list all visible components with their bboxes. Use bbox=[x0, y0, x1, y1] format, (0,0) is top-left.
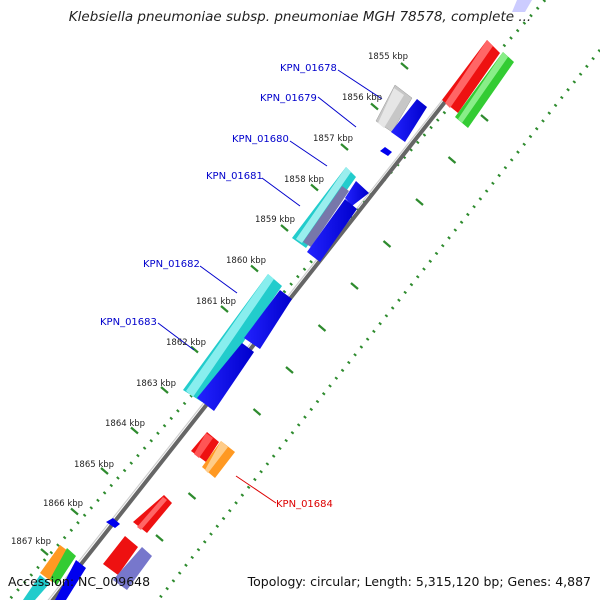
feature-red-1867 bbox=[103, 536, 138, 575]
tick-labels: 1855 kbp 1856 kbp 1857 kbp 1858 kbp 1859… bbox=[11, 52, 408, 547]
outer-major-tick bbox=[160, 386, 169, 394]
outer-major-tick bbox=[220, 305, 229, 313]
tick-label-1855: 1855 kbp bbox=[368, 52, 408, 62]
inner-major-tick bbox=[187, 492, 197, 500]
inner-major-tick bbox=[155, 534, 164, 542]
feature-blue-tiny bbox=[106, 518, 120, 528]
tick-label-1866: 1866 kbp bbox=[43, 499, 83, 509]
feature-blue-small bbox=[380, 147, 392, 156]
gene-label-kpn-01678[interactable]: KPN_01678 bbox=[280, 63, 337, 74]
inner-major-tick bbox=[350, 282, 359, 290]
feature-cyan-1858 bbox=[292, 167, 356, 248]
tick-label-1860: 1860 kbp bbox=[226, 256, 266, 266]
feature-faint-top bbox=[512, 0, 532, 12]
accession-text: Accession: NC_009648 bbox=[8, 574, 151, 589]
feature-orange-1865 bbox=[202, 441, 235, 478]
tick-label-1864: 1864 kbp bbox=[105, 419, 145, 429]
tick-label-1858: 1858 kbp bbox=[284, 175, 324, 185]
gene-label-kpn-01679[interactable]: KPN_01679 bbox=[260, 93, 317, 104]
gene-label-kpn-01683[interactable]: KPN_01683 bbox=[100, 317, 157, 328]
inner-major-tick bbox=[317, 324, 327, 332]
tick-label-1862: 1862 kbp bbox=[166, 338, 206, 348]
tick-label-1856: 1856 kbp bbox=[342, 93, 382, 103]
outer-major-tick bbox=[280, 224, 289, 232]
outer-major-tick bbox=[190, 345, 199, 354]
tick-label-1863: 1863 kbp bbox=[136, 379, 176, 389]
outer-major-tick bbox=[250, 264, 259, 273]
gene-label-kpn-01680[interactable]: KPN_01680 bbox=[232, 134, 289, 145]
outer-major-tick bbox=[370, 102, 379, 111]
tick-label-1857: 1857 kbp bbox=[313, 134, 353, 144]
tick-label-1865: 1865 kbp bbox=[74, 460, 114, 470]
tick-label-1861: 1861 kbp bbox=[196, 297, 236, 307]
tick-label-1859: 1859 kbp bbox=[255, 215, 295, 225]
inner-tick-ring bbox=[156, 49, 600, 600]
inner-major-tick bbox=[447, 156, 457, 164]
outer-major-tick bbox=[100, 467, 109, 475]
outer-major-tick bbox=[310, 183, 319, 192]
inner-major-tick bbox=[285, 366, 294, 374]
feature-red-1866 bbox=[133, 495, 172, 533]
inner-major-tick bbox=[415, 198, 424, 206]
topology-summary-text: Topology: circular; Length: 5,315,120 bp… bbox=[247, 574, 591, 589]
feature-red-inner-top bbox=[442, 40, 500, 113]
outer-major-tick bbox=[400, 62, 409, 70]
inner-major-tick bbox=[252, 408, 262, 416]
tick-label-1867: 1867 kbp bbox=[11, 537, 51, 547]
feature-blue-1861 bbox=[197, 290, 292, 411]
feature-blue-1856 bbox=[391, 99, 427, 142]
outer-major-tick bbox=[70, 507, 79, 516]
outer-major-tick bbox=[40, 548, 49, 556]
outer-tick-ring bbox=[6, 0, 547, 600]
feature-orange-1868 bbox=[40, 545, 76, 585]
tick-marks bbox=[40, 62, 489, 584]
inner-major-tick bbox=[382, 240, 392, 248]
inner-major-tick bbox=[480, 114, 489, 122]
outer-major-tick bbox=[130, 426, 139, 435]
feature-blue-1858 bbox=[307, 181, 369, 262]
gene-label-kpn-01682[interactable]: KPN_01682 bbox=[143, 259, 200, 270]
gene-label-kpn-01681[interactable]: KPN_01681 bbox=[206, 171, 263, 182]
feature-green-inner-top bbox=[455, 52, 514, 128]
map-title: Klebsiella pneumoniae subsp. pneumoniae … bbox=[68, 9, 532, 25]
label-leaders bbox=[157, 69, 383, 504]
feature-slate-1867 bbox=[113, 547, 152, 590]
feature-red-1864 bbox=[191, 432, 219, 462]
gene-label-kpn-01684[interactable]: KPN_01684 bbox=[276, 499, 333, 510]
outer-major-tick bbox=[340, 143, 349, 151]
feature-cyan-1868 bbox=[23, 560, 86, 600]
feature-cyan-1861 bbox=[183, 274, 282, 402]
